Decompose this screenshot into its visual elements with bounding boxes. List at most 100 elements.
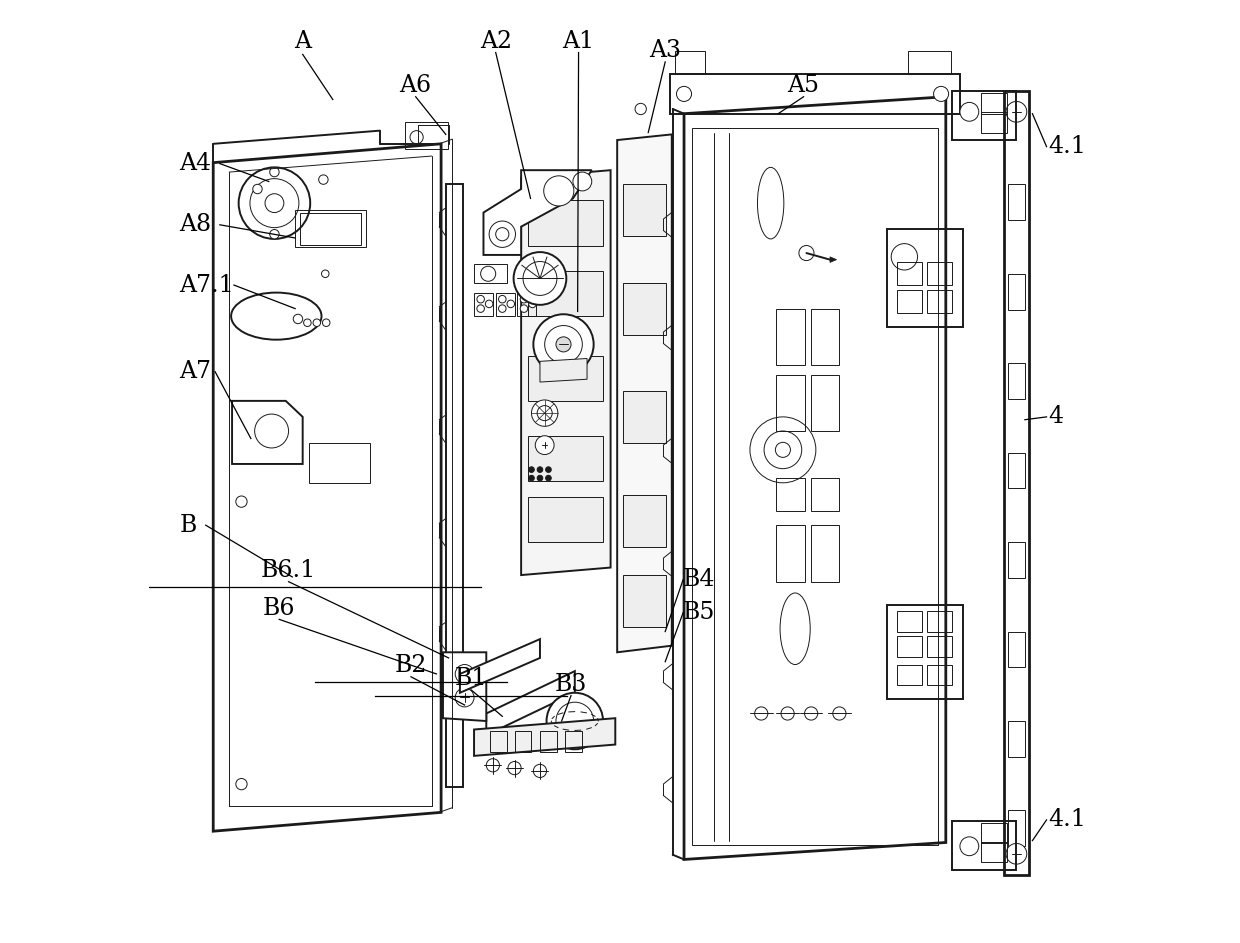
Bar — [1008, 184, 1025, 220]
Circle shape — [521, 305, 528, 312]
Bar — [1008, 363, 1025, 399]
Bar — [888, 605, 962, 700]
Bar — [897, 665, 923, 686]
Polygon shape — [539, 358, 587, 382]
Bar — [1008, 273, 1025, 309]
Text: B2: B2 — [394, 654, 428, 677]
Bar — [897, 290, 923, 313]
Circle shape — [250, 178, 299, 227]
Circle shape — [496, 227, 508, 240]
Polygon shape — [830, 256, 837, 262]
Polygon shape — [232, 401, 303, 464]
Bar — [622, 184, 666, 236]
Text: A6: A6 — [399, 74, 432, 97]
Bar — [692, 128, 939, 845]
Bar — [776, 308, 805, 365]
Circle shape — [410, 131, 423, 144]
Circle shape — [528, 300, 536, 307]
Circle shape — [254, 414, 289, 448]
Polygon shape — [460, 639, 539, 693]
Circle shape — [556, 703, 594, 740]
Bar — [928, 290, 952, 313]
Bar — [474, 292, 492, 316]
Text: B6.1: B6.1 — [260, 559, 316, 582]
Circle shape — [238, 167, 310, 239]
Circle shape — [544, 325, 583, 363]
Circle shape — [489, 221, 516, 247]
Bar — [776, 525, 805, 582]
Circle shape — [635, 104, 646, 115]
Bar — [928, 261, 952, 285]
Circle shape — [536, 436, 554, 455]
Circle shape — [321, 270, 329, 277]
Bar — [496, 292, 515, 316]
Circle shape — [750, 417, 816, 483]
Text: A3: A3 — [650, 39, 681, 62]
Text: B: B — [180, 514, 197, 537]
Circle shape — [485, 300, 492, 307]
Circle shape — [960, 836, 978, 855]
Circle shape — [537, 405, 552, 421]
Text: B4: B4 — [683, 569, 715, 591]
Bar — [811, 525, 839, 582]
Circle shape — [547, 693, 603, 750]
Polygon shape — [474, 264, 507, 283]
Bar — [528, 200, 603, 245]
Circle shape — [533, 765, 547, 778]
Bar — [897, 261, 923, 285]
Bar — [515, 732, 532, 753]
Bar — [952, 820, 1017, 869]
Bar — [528, 356, 603, 401]
Text: A7.1: A7.1 — [180, 273, 234, 296]
Circle shape — [528, 467, 534, 472]
Bar — [295, 209, 366, 247]
Bar — [490, 732, 507, 753]
Circle shape — [498, 305, 506, 312]
Polygon shape — [484, 170, 591, 255]
Bar — [1004, 91, 1029, 874]
Polygon shape — [486, 671, 575, 736]
Circle shape — [532, 400, 558, 426]
Text: 4.1: 4.1 — [1049, 808, 1086, 832]
Bar — [897, 611, 923, 632]
Text: 4: 4 — [1049, 405, 1064, 428]
Bar — [675, 51, 704, 74]
Circle shape — [455, 688, 474, 707]
Bar — [528, 271, 603, 316]
Circle shape — [764, 431, 802, 469]
Bar — [1008, 542, 1025, 578]
Bar — [1008, 632, 1025, 668]
Bar — [309, 443, 371, 483]
Bar — [622, 575, 666, 627]
Text: B5: B5 — [683, 602, 715, 624]
Circle shape — [513, 252, 567, 305]
Circle shape — [523, 261, 557, 295]
Text: B3: B3 — [554, 672, 588, 696]
Bar — [981, 93, 1007, 114]
Circle shape — [477, 305, 485, 312]
Bar — [776, 374, 805, 431]
Text: A7: A7 — [180, 360, 211, 383]
Bar — [908, 51, 951, 74]
Bar — [928, 637, 952, 657]
Polygon shape — [443, 653, 486, 721]
Ellipse shape — [758, 167, 784, 239]
Circle shape — [677, 87, 692, 102]
Polygon shape — [474, 719, 615, 756]
Text: A8: A8 — [180, 213, 212, 237]
Circle shape — [805, 707, 817, 720]
Polygon shape — [213, 144, 441, 831]
Circle shape — [322, 319, 330, 326]
Bar — [446, 184, 463, 787]
Ellipse shape — [780, 593, 810, 665]
Bar — [981, 841, 1007, 862]
Text: A1: A1 — [563, 29, 595, 53]
Bar — [811, 478, 839, 511]
Circle shape — [573, 172, 591, 190]
Text: A2: A2 — [480, 29, 512, 53]
Circle shape — [781, 707, 794, 720]
Circle shape — [755, 707, 768, 720]
Circle shape — [775, 442, 790, 457]
Bar — [776, 478, 805, 511]
Polygon shape — [618, 135, 672, 653]
